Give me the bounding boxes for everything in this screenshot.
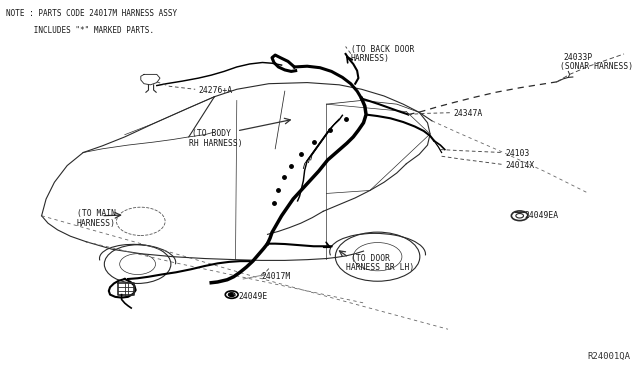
Text: HARNESS RR LH): HARNESS RR LH) bbox=[346, 263, 414, 272]
Text: (TO BODY: (TO BODY bbox=[192, 129, 231, 138]
Text: 24033P: 24033P bbox=[563, 53, 593, 62]
Circle shape bbox=[228, 293, 235, 296]
Text: 24049EA: 24049EA bbox=[525, 211, 559, 219]
Text: (TO DOOR: (TO DOOR bbox=[351, 254, 390, 263]
Text: (TO BACK DOOR: (TO BACK DOOR bbox=[351, 45, 414, 54]
Text: HARNESS): HARNESS) bbox=[77, 219, 116, 228]
Text: 24276+A: 24276+A bbox=[198, 86, 232, 94]
Text: NOTE : PARTS CODE 24017M HARNESS ASSY: NOTE : PARTS CODE 24017M HARNESS ASSY bbox=[6, 9, 177, 18]
Text: 24103: 24103 bbox=[506, 149, 530, 158]
Text: 24049E: 24049E bbox=[238, 292, 268, 301]
Text: 24014X: 24014X bbox=[506, 161, 535, 170]
Text: (TO MAIN: (TO MAIN bbox=[77, 209, 116, 218]
Text: INCLUDES "*" MARKED PARTS.: INCLUDES "*" MARKED PARTS. bbox=[6, 26, 154, 35]
Text: R24001QA: R24001QA bbox=[588, 352, 630, 361]
Text: (SONAR HARNESS): (SONAR HARNESS) bbox=[560, 62, 633, 71]
Text: 24347A: 24347A bbox=[453, 109, 483, 118]
Text: HARNESS): HARNESS) bbox=[351, 54, 390, 63]
Text: RH HARNESS): RH HARNESS) bbox=[189, 139, 243, 148]
Text: 24017M: 24017M bbox=[261, 272, 291, 280]
